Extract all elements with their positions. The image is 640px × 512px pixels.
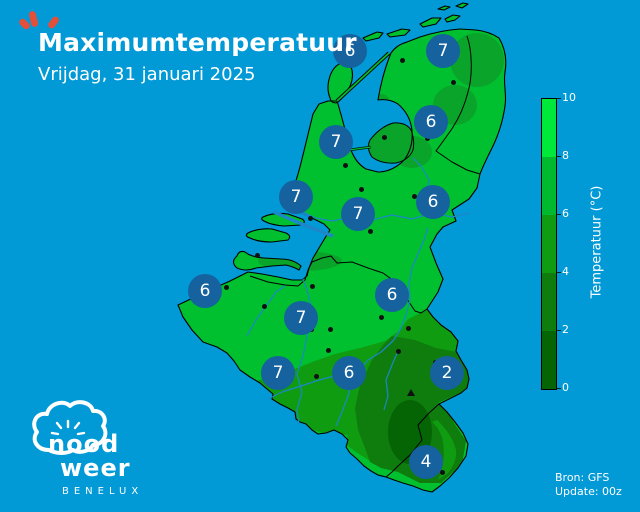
colorbar-ticklabel: 10 — [562, 91, 576, 104]
noodweer-benelux-logo: nood weer BENELUX — [28, 396, 188, 504]
temperature-badge: 6 — [333, 34, 367, 68]
forecast-date: Vrijdag, 31 januari 2025 — [38, 64, 256, 85]
colorbar-ticklabel: 8 — [562, 149, 569, 162]
city-dot — [399, 57, 405, 63]
colorbar-tickmark — [557, 272, 561, 273]
colorbar-tickmark — [557, 98, 561, 99]
colorbar-tickmark — [557, 156, 561, 157]
city-dot — [367, 228, 373, 234]
temperature-badge: 4 — [409, 445, 443, 479]
afsluitdijk — [335, 51, 391, 152]
temperature-badge: 7 — [319, 125, 353, 159]
temperature-badge: 6 — [416, 185, 450, 219]
city-dot — [223, 284, 229, 290]
temperature-badge: 7 — [279, 180, 313, 214]
attribution: Bron: GFS Update: 00z — [555, 471, 622, 499]
colorbar-segment — [542, 331, 556, 389]
temperature-badge: 7 — [426, 34, 460, 68]
city-dot — [358, 186, 364, 192]
colorbar-segment — [542, 99, 556, 157]
temperature-badge: 7 — [341, 197, 375, 231]
colorbar-ticklabel: 6 — [562, 207, 569, 220]
temperature-badge: 6 — [414, 105, 448, 139]
city-dot — [261, 303, 267, 309]
colorbar-tickmark — [557, 214, 561, 215]
colorbar-ticklabel: 0 — [562, 381, 569, 394]
logo-word-nood: nood — [48, 430, 120, 458]
cloud-icon — [32, 400, 108, 455]
city-dot — [378, 314, 384, 320]
summit-marker — [407, 389, 415, 396]
city-dot — [309, 283, 315, 289]
colorbar-tickmark — [557, 330, 561, 331]
temperature-badge: 6 — [375, 278, 409, 312]
city-dot — [395, 348, 401, 354]
source-label: Bron: GFS — [555, 471, 610, 484]
city-dot — [405, 325, 411, 331]
city-dot — [307, 215, 313, 221]
city-dot — [313, 373, 319, 379]
logo-word-weer: weer — [60, 454, 131, 482]
city-dot — [325, 347, 331, 353]
temperature-badge: 7 — [284, 301, 318, 335]
city-dot — [381, 134, 387, 140]
temperature-badge: 6 — [188, 274, 222, 308]
colorbar-ticklabel: 4 — [562, 265, 569, 278]
city-dot — [327, 326, 333, 332]
city-dot — [254, 252, 260, 258]
city-dot — [342, 162, 348, 168]
cloud-rays-icon — [50, 419, 86, 436]
colorbar-segment — [542, 157, 556, 215]
colorbar-tickmark — [557, 388, 561, 389]
city-dot — [450, 79, 456, 85]
temperature-badge: 7 — [261, 356, 295, 390]
city-dot — [411, 193, 417, 199]
city-dot — [439, 469, 445, 475]
temperature-badge: 6 — [332, 356, 366, 390]
colorbar-ticklabel: 2 — [562, 323, 569, 336]
temperature-colorbar — [541, 98, 557, 390]
colorbar-segment — [542, 215, 556, 273]
temperature-badge: 2 — [430, 356, 464, 390]
page-title: Maximumtemperatuur — [38, 28, 357, 57]
logo-word-benelux: BENELUX — [62, 486, 144, 497]
update-label: Update: 00z — [555, 485, 622, 498]
flevoland-polder — [367, 122, 415, 164]
colorbar-segment — [542, 273, 556, 331]
colorbar-axis-label: Temperatuur (°C) — [589, 185, 605, 299]
